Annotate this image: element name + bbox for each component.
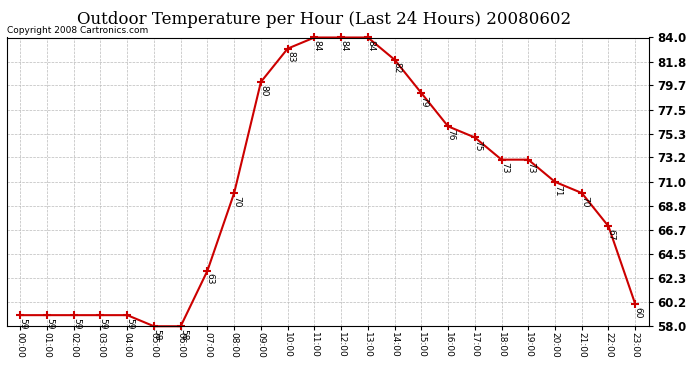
Text: 58: 58 xyxy=(152,329,161,340)
Text: 75: 75 xyxy=(473,140,482,152)
Text: Copyright 2008 Cartronics.com: Copyright 2008 Cartronics.com xyxy=(7,26,148,34)
Text: 79: 79 xyxy=(420,96,428,107)
Text: 80: 80 xyxy=(259,85,268,96)
Text: 70: 70 xyxy=(233,196,241,207)
Text: 76: 76 xyxy=(446,129,455,141)
Text: 63: 63 xyxy=(206,273,215,285)
Text: 59: 59 xyxy=(99,318,108,329)
Text: 60: 60 xyxy=(633,307,642,318)
Text: 84: 84 xyxy=(366,40,375,52)
Text: 73: 73 xyxy=(500,162,509,174)
Text: 59: 59 xyxy=(19,318,28,329)
Text: 59: 59 xyxy=(72,318,81,329)
Text: 71: 71 xyxy=(553,184,562,196)
Text: 58: 58 xyxy=(179,329,188,340)
Text: 70: 70 xyxy=(580,196,589,207)
Text: 67: 67 xyxy=(607,229,615,241)
Text: Outdoor Temperature per Hour (Last 24 Hours) 20080602: Outdoor Temperature per Hour (Last 24 Ho… xyxy=(77,11,571,28)
Text: 59: 59 xyxy=(46,318,55,329)
Text: 83: 83 xyxy=(286,51,295,63)
Text: 82: 82 xyxy=(393,63,402,74)
Text: 73: 73 xyxy=(526,162,535,174)
Text: 84: 84 xyxy=(313,40,322,52)
Text: 84: 84 xyxy=(339,40,348,52)
Text: 59: 59 xyxy=(126,318,135,329)
